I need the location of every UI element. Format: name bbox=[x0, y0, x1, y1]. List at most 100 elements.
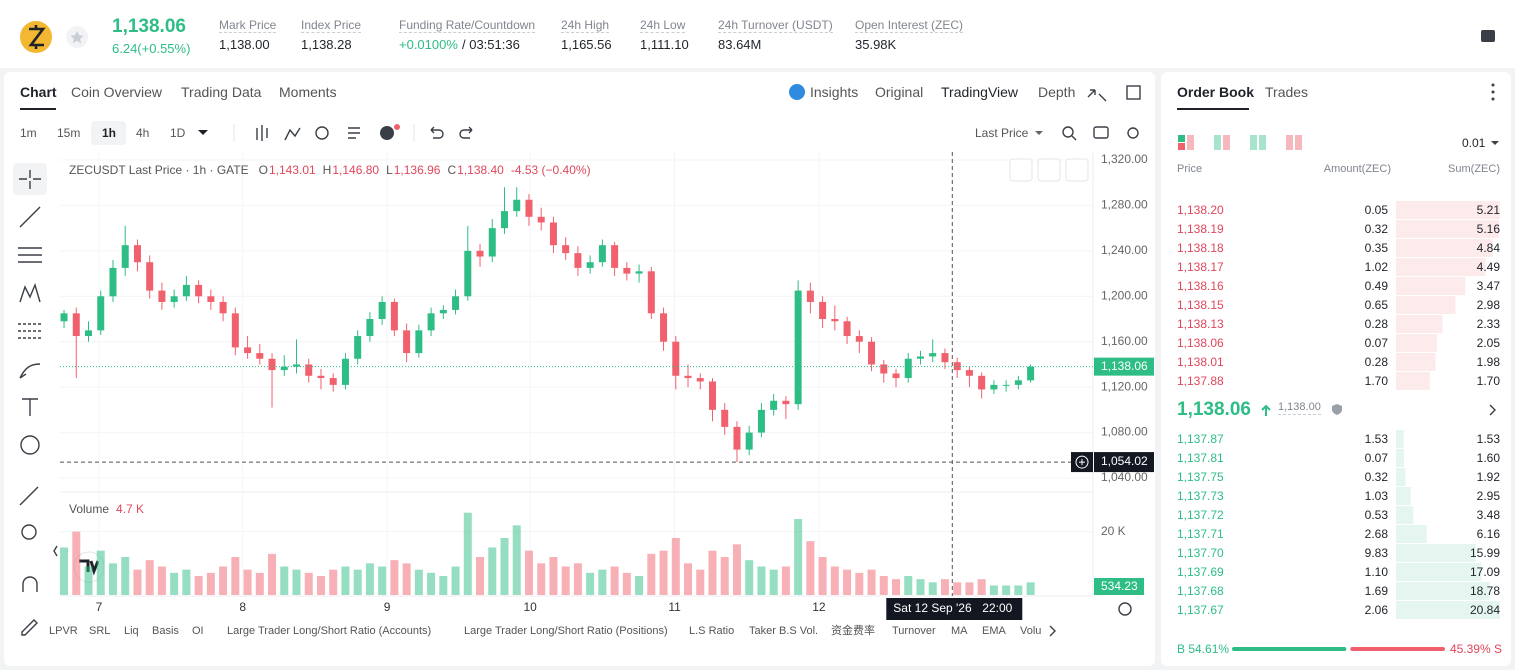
candle-type[interactable] bbox=[256, 125, 268, 141]
candle-body bbox=[182, 284, 190, 297]
layout-button[interactable] bbox=[1481, 30, 1495, 42]
indicator[interactable]: Basis bbox=[152, 625, 179, 637]
indicator[interactable]: Volu bbox=[1020, 625, 1042, 637]
candle-body bbox=[109, 267, 117, 297]
chart-tab[interactable]: Trading Data bbox=[181, 84, 262, 100]
legend-button[interactable] bbox=[1065, 158, 1089, 182]
indicator[interactable]: Liq bbox=[124, 625, 139, 637]
tool-fib[interactable] bbox=[18, 247, 42, 263]
candle-body bbox=[85, 330, 93, 337]
indicator[interactable]: SRL bbox=[89, 625, 111, 637]
indicator[interactable]: LPVR bbox=[49, 625, 78, 637]
stat-value: +0.0100% bbox=[399, 37, 458, 52]
more[interactable] bbox=[1491, 83, 1495, 87]
ob-amount: 0.05 bbox=[1364, 203, 1388, 217]
interval[interactable]: 1D bbox=[170, 126, 186, 140]
interval[interactable]: 15m bbox=[57, 126, 81, 140]
indicator[interactable]: Large Trader Long/Short Ratio (Accounts) bbox=[227, 625, 432, 637]
ob-price: 1,137.68 bbox=[1177, 584, 1224, 598]
ob-tab[interactable]: Trades bbox=[1265, 84, 1309, 100]
volume-bar bbox=[622, 572, 631, 595]
volume-bar bbox=[586, 572, 595, 595]
tool-crosshair[interactable] bbox=[19, 170, 41, 189]
ob-sum: 1.60 bbox=[1476, 451, 1500, 465]
tool-emoji[interactable] bbox=[20, 435, 40, 455]
ob-amount: 9.83 bbox=[1364, 546, 1388, 560]
chart-tab[interactable]: Moments bbox=[279, 84, 337, 100]
depth-bar bbox=[1396, 487, 1411, 505]
price-source[interactable]: Last Price bbox=[975, 126, 1029, 140]
volume-bar bbox=[341, 566, 350, 595]
x-tick-label: 12 bbox=[812, 600, 826, 614]
tool-ruler[interactable] bbox=[19, 486, 39, 506]
indicator[interactable]: 资金费率 bbox=[831, 625, 875, 637]
collapse-pane[interactable] bbox=[53, 545, 58, 557]
tool-projection[interactable] bbox=[18, 323, 42, 339]
precision[interactable]: 0.01 bbox=[1462, 136, 1486, 150]
search[interactable] bbox=[1062, 126, 1074, 138]
indicator[interactable]: Taker B.S Vol. bbox=[749, 625, 819, 637]
indicator[interactable]: OI bbox=[192, 625, 204, 637]
tool-lock[interactable] bbox=[21, 619, 38, 636]
y-tick-label: 1,160.00 bbox=[1101, 334, 1148, 348]
view-bids-part bbox=[1259, 135, 1266, 150]
fullscreen[interactable] bbox=[1087, 89, 1107, 102]
source-dropdown[interactable] bbox=[1035, 131, 1043, 135]
ob-amount: 0.32 bbox=[1364, 222, 1388, 236]
view-asks[interactable] bbox=[1214, 135, 1221, 150]
view-bids[interactable] bbox=[1250, 135, 1257, 150]
search-handle bbox=[1071, 135, 1077, 141]
redo[interactable] bbox=[459, 126, 473, 139]
expand[interactable] bbox=[1489, 404, 1496, 416]
chart-tab[interactable]: Chart bbox=[20, 84, 57, 100]
indicator[interactable]: EMA bbox=[982, 625, 1006, 637]
legend-button[interactable] bbox=[1037, 158, 1061, 182]
indicator[interactable]: MA bbox=[951, 625, 968, 637]
replay[interactable] bbox=[315, 126, 329, 140]
maximize[interactable] bbox=[1126, 85, 1141, 100]
tool-text[interactable] bbox=[22, 398, 38, 416]
axis-settings[interactable] bbox=[1118, 602, 1132, 616]
indicator[interactable]: L.S Ratio bbox=[689, 625, 735, 637]
precision-dropdown[interactable] bbox=[1491, 141, 1499, 145]
interval[interactable]: 1m bbox=[20, 126, 37, 140]
indicator[interactable]: Large Trader Long/Short Ratio (Positions… bbox=[464, 625, 668, 637]
interval[interactable]: 1h bbox=[102, 126, 117, 140]
tool-magnet[interactable] bbox=[22, 576, 38, 592]
indicator-scroll[interactable] bbox=[1049, 625, 1056, 637]
tool-pattern[interactable] bbox=[19, 282, 41, 303]
volume-bar bbox=[684, 563, 693, 595]
ob-tab[interactable]: Order Book bbox=[1177, 84, 1255, 100]
interval-dropdown[interactable] bbox=[198, 130, 208, 135]
depth-bar bbox=[1396, 525, 1427, 543]
indicator[interactable]: Turnover bbox=[892, 625, 936, 637]
tool-trendline[interactable] bbox=[19, 206, 41, 228]
interval[interactable]: 4h bbox=[136, 126, 150, 140]
ob-amount: 0.65 bbox=[1364, 298, 1388, 312]
depth-bar bbox=[1396, 201, 1500, 219]
depth-bar bbox=[1396, 334, 1437, 352]
undo[interactable] bbox=[430, 126, 444, 139]
view-both[interactable] bbox=[1178, 135, 1185, 142]
tool-zoom[interactable] bbox=[21, 524, 37, 540]
tool-brush[interactable] bbox=[19, 363, 41, 379]
view-alt[interactable] bbox=[1286, 135, 1293, 150]
candle-body bbox=[782, 400, 790, 405]
settings[interactable] bbox=[1127, 127, 1139, 139]
volume-bar bbox=[439, 576, 448, 595]
x-tick-label: 10 bbox=[524, 600, 538, 614]
candle-body bbox=[696, 378, 704, 382]
col-head: Sum(ZEC) bbox=[1448, 163, 1500, 175]
view-tab[interactable]: TradingView bbox=[941, 84, 1019, 100]
templates[interactable] bbox=[348, 127, 360, 139]
snapshot[interactable] bbox=[1093, 126, 1109, 139]
view-tab[interactable]: Depth bbox=[1038, 84, 1076, 100]
indicators-icon[interactable] bbox=[284, 127, 301, 141]
legend-button[interactable] bbox=[1009, 158, 1033, 182]
view-tab[interactable]: Insights bbox=[810, 84, 859, 100]
candle-body bbox=[598, 245, 606, 263]
add-indicator[interactable] bbox=[380, 126, 394, 140]
buy-ratio-bar bbox=[1232, 647, 1347, 651]
chart-tab[interactable]: Coin Overview bbox=[71, 84, 163, 100]
view-tab[interactable]: Original bbox=[875, 84, 924, 100]
